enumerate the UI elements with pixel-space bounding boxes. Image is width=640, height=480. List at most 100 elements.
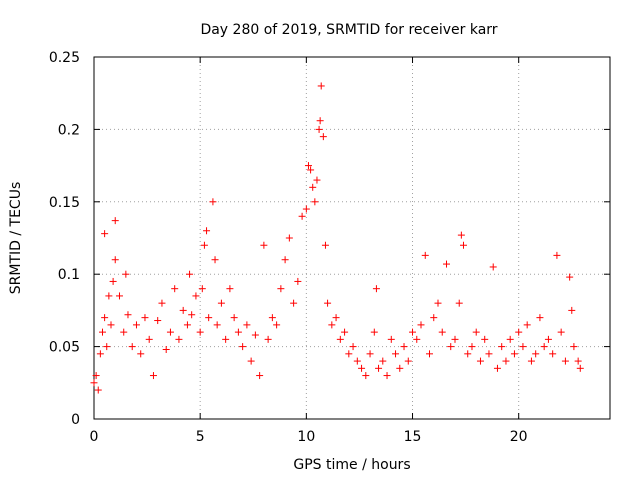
data-point: [304, 162, 312, 170]
data-point: [234, 328, 242, 336]
data-point: [332, 314, 340, 322]
data-point: [366, 350, 374, 358]
data-point: [413, 335, 421, 343]
data-point: [400, 343, 408, 351]
x-tick-labels: 0 5 10 15 20: [90, 429, 528, 445]
data-point: [98, 328, 106, 336]
x-tick-label: 10: [297, 429, 315, 445]
data-point: [277, 285, 285, 293]
data-point: [290, 299, 298, 307]
data-point: [111, 217, 119, 225]
data-point: [285, 234, 293, 242]
x-axis-label: GPS time / hours: [293, 457, 410, 473]
data-point: [128, 343, 136, 351]
data-point: [404, 357, 412, 365]
data-point: [230, 314, 238, 322]
data-point: [498, 343, 506, 351]
x-tick-label: 5: [196, 429, 205, 445]
data-point: [426, 350, 434, 358]
data-points: [90, 82, 584, 394]
data-point: [200, 241, 208, 249]
data-point: [111, 256, 119, 264]
data-point: [317, 82, 325, 90]
x-tick-label: 0: [90, 429, 99, 445]
data-point: [158, 299, 166, 307]
data-point: [455, 299, 463, 307]
data-point: [553, 251, 561, 259]
data-point: [383, 372, 391, 380]
data-point: [205, 314, 213, 322]
data-point: [576, 364, 584, 372]
data-point: [451, 335, 459, 343]
data-point: [247, 357, 255, 365]
data-point: [457, 231, 465, 239]
data-point: [349, 343, 357, 351]
data-point: [341, 328, 349, 336]
data-point: [430, 314, 438, 322]
data-point: [103, 343, 111, 351]
y-tick-label: 0.1: [58, 267, 80, 283]
data-point: [268, 314, 276, 322]
data-point: [358, 364, 366, 372]
data-point: [387, 335, 395, 343]
data-point: [532, 350, 540, 358]
data-point: [540, 343, 548, 351]
data-point: [226, 285, 234, 293]
data-point: [141, 314, 149, 322]
y-tick-label: 0.25: [49, 50, 80, 66]
data-point: [527, 357, 535, 365]
data-point: [434, 299, 442, 307]
data-point: [557, 328, 565, 336]
data-point: [166, 328, 174, 336]
data-point: [438, 328, 446, 336]
data-point: [92, 372, 100, 380]
data-point: [311, 198, 319, 206]
data-point: [298, 212, 306, 220]
data-point: [409, 328, 417, 336]
data-point: [442, 260, 450, 268]
data-point: [321, 241, 329, 249]
data-point: [375, 364, 383, 372]
data-point: [94, 386, 102, 394]
data-point: [370, 328, 378, 336]
data-point: [132, 321, 140, 329]
data-point: [515, 328, 523, 336]
axis-ticks: [93, 56, 610, 420]
data-point: [392, 350, 400, 358]
data-point: [519, 343, 527, 351]
data-point: [315, 125, 323, 133]
data-point: [154, 317, 162, 325]
data-point: [101, 314, 109, 322]
data-point: [101, 230, 109, 238]
data-point: [115, 292, 123, 300]
data-point: [561, 357, 569, 365]
data-point: [183, 321, 191, 329]
data-point: [468, 343, 476, 351]
y-tick-label: 0.05: [49, 340, 80, 356]
data-point: [217, 299, 225, 307]
data-point: [506, 335, 514, 343]
y-axis-label: SRMTID / TECUs: [8, 182, 24, 295]
data-point: [485, 350, 493, 358]
data-point: [186, 270, 194, 278]
data-point: [120, 328, 128, 336]
data-point: [459, 241, 467, 249]
data-point: [570, 343, 578, 351]
data-point: [243, 321, 251, 329]
data-point: [421, 251, 429, 259]
y-tick-label: 0: [71, 412, 80, 428]
data-point: [107, 321, 115, 329]
data-point: [175, 335, 183, 343]
data-point: [251, 331, 259, 339]
data-point: [489, 263, 497, 271]
data-point: [162, 345, 170, 353]
data-point: [319, 133, 327, 141]
data-point: [145, 335, 153, 343]
data-point: [536, 314, 544, 322]
data-point: [566, 273, 574, 281]
data-point: [324, 299, 332, 307]
data-point: [192, 292, 200, 300]
data-point: [222, 335, 230, 343]
data-point: [568, 306, 576, 314]
data-point: [549, 350, 557, 358]
